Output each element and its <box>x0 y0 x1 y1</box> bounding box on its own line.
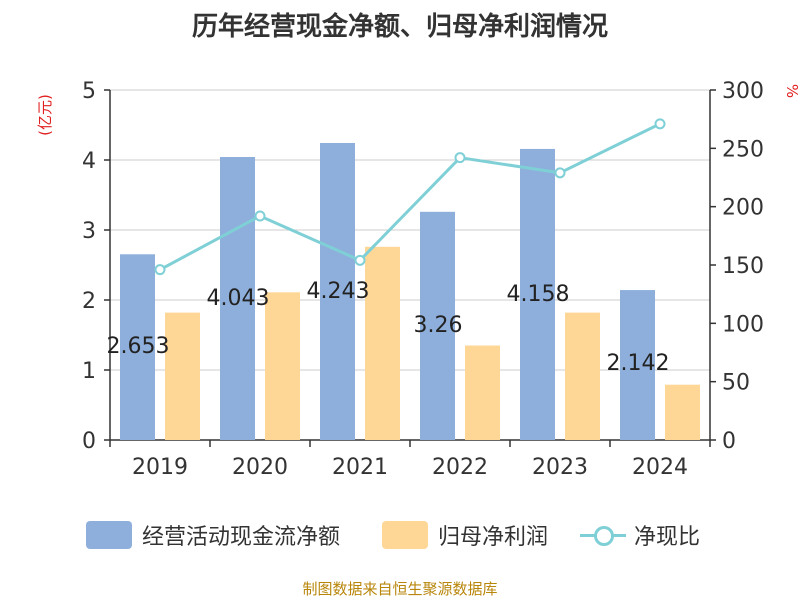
cash-flow-bar <box>320 142 355 441</box>
cash-flow-data-label: 4.158 <box>507 282 570 307</box>
left-tick-label: 3 <box>82 219 96 244</box>
x-tick-label: 2022 <box>432 455 488 480</box>
net-profit-bar <box>565 312 600 440</box>
legend-label-profit: 归母净利润 <box>438 525 549 550</box>
cash-ratio-point <box>454 152 466 164</box>
cash-ratio-point <box>654 118 666 130</box>
source-note: 制图数据来自恒生聚源数据库 <box>302 580 498 598</box>
cash-flow-bar <box>120 254 155 440</box>
net-profit-bar <box>465 345 500 440</box>
cash-flow-bar <box>220 156 255 441</box>
right-tick-label: 100 <box>722 312 764 337</box>
x-tick-label: 2019 <box>132 455 188 480</box>
cash-flow-data-label: 2.142 <box>607 351 670 376</box>
right-tick-label: 300 <box>722 79 764 104</box>
cash-flow-data-label: 3.26 <box>414 313 463 338</box>
cash-flow-bar <box>420 211 455 440</box>
right-tick-label: 150 <box>722 254 764 279</box>
right-tick-label: 0 <box>722 429 736 454</box>
cash-flow-bar <box>520 148 555 440</box>
legend-item-ratio[interactable]: 净现比 <box>580 515 700 555</box>
legend-item-cash[interactable]: 经营活动现金流净额 <box>86 515 340 555</box>
right-tick-label: 50 <box>722 371 750 396</box>
left-tick-label: 2 <box>82 289 96 314</box>
legend-line-ratio-icon <box>580 521 626 549</box>
legend-item-profit[interactable]: 归母净利润 <box>382 515 548 555</box>
cash-ratio-point <box>354 254 366 266</box>
cash-ratio-point <box>554 167 566 179</box>
cash-ratio-point <box>254 210 266 222</box>
right-tick-label: 200 <box>722 196 764 221</box>
chart-title: 历年经营现金净额、归母净利润情况 <box>191 12 608 42</box>
legend-swatch-profit <box>382 521 428 549</box>
left-axis-label: (亿元) <box>36 94 54 136</box>
right-tick-label: 250 <box>722 137 764 162</box>
right-axis-label: % <box>783 84 800 98</box>
cash-ratio-line <box>159 122 661 271</box>
x-tick-label: 2024 <box>632 455 688 480</box>
left-tick-label: 1 <box>82 359 96 384</box>
legend-swatch-cash <box>86 521 132 549</box>
net-profit-bar <box>365 246 400 440</box>
x-tick-label: 2023 <box>532 455 588 480</box>
net-profit-bar <box>165 312 200 440</box>
cash-flow-data-label: 2.653 <box>107 334 170 359</box>
cash-flow-data-label: 4.043 <box>207 286 270 311</box>
legend-label-ratio: 净现比 <box>634 525 701 550</box>
left-tick-label: 4 <box>82 149 96 174</box>
net-profit-bar <box>265 292 300 440</box>
legend: 经营活动现金流净额 归母净利润 净现比 <box>0 515 800 555</box>
cash-ratio-point <box>154 264 166 276</box>
x-tick-label: 2020 <box>232 455 288 480</box>
cash-flow-data-label: 4.243 <box>307 279 370 304</box>
cash-flow-bar <box>620 290 655 440</box>
x-tick-label: 2021 <box>332 455 388 480</box>
left-tick-label: 0 <box>82 429 96 454</box>
left-tick-label: 5 <box>82 79 96 104</box>
legend-label-cash: 经营活动现金流净额 <box>142 525 341 550</box>
net-profit-bar <box>665 384 700 440</box>
